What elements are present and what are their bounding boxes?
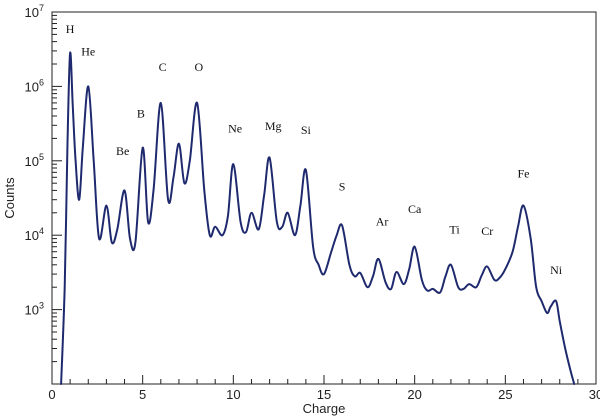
peak-label-ca: Ca <box>408 202 422 216</box>
x-tick-label: 10 <box>226 387 240 402</box>
peak-label-he: He <box>81 45 95 59</box>
peak-label-fe: Fe <box>517 166 529 180</box>
y-tick-label: 107 <box>25 3 44 20</box>
peak-label-h: H <box>66 22 75 36</box>
peak-label-cr: Cr <box>481 224 493 238</box>
y-tick-label: 103 <box>25 301 44 318</box>
x-tick-label: 25 <box>498 387 512 402</box>
x-axis-title: Charge <box>303 401 346 416</box>
x-tick-label: 15 <box>317 387 331 402</box>
peak-labels: H He Be B C O Ne Mg Si S Ar Ca Ti Cr Fe Ni <box>66 22 563 277</box>
peak-label-ti: Ti <box>449 223 460 237</box>
x-tick-label: 5 <box>139 387 146 402</box>
x-tick-label: 0 <box>48 387 55 402</box>
peak-label-s: S <box>339 179 346 193</box>
series-line-counts <box>60 51 576 385</box>
peak-label-o: O <box>195 60 204 74</box>
plot-area <box>51 11 597 385</box>
peak-label-c: C <box>159 60 167 74</box>
x-tick-label: 30 <box>589 387 600 402</box>
y-tick-label: 104 <box>25 226 44 243</box>
peak-label-mg: Mg <box>265 119 282 133</box>
peak-label-ar: Ar <box>376 215 389 229</box>
peak-label-si: Si <box>301 123 312 137</box>
y-axis-title: Counts <box>2 177 17 219</box>
peak-label-ni: Ni <box>550 263 563 277</box>
peak-label-be: Be <box>116 144 129 158</box>
peak-label-b: B <box>137 107 145 121</box>
tick-labels: 0 5 10 15 20 25 30 103 104 105 106 107 <box>25 3 600 402</box>
axis-ticks <box>51 11 597 384</box>
peak-label-ne: Ne <box>228 122 242 136</box>
x-tick-label: 20 <box>407 387 421 402</box>
y-tick-label: 105 <box>25 152 44 169</box>
y-tick-label: 106 <box>25 77 44 94</box>
